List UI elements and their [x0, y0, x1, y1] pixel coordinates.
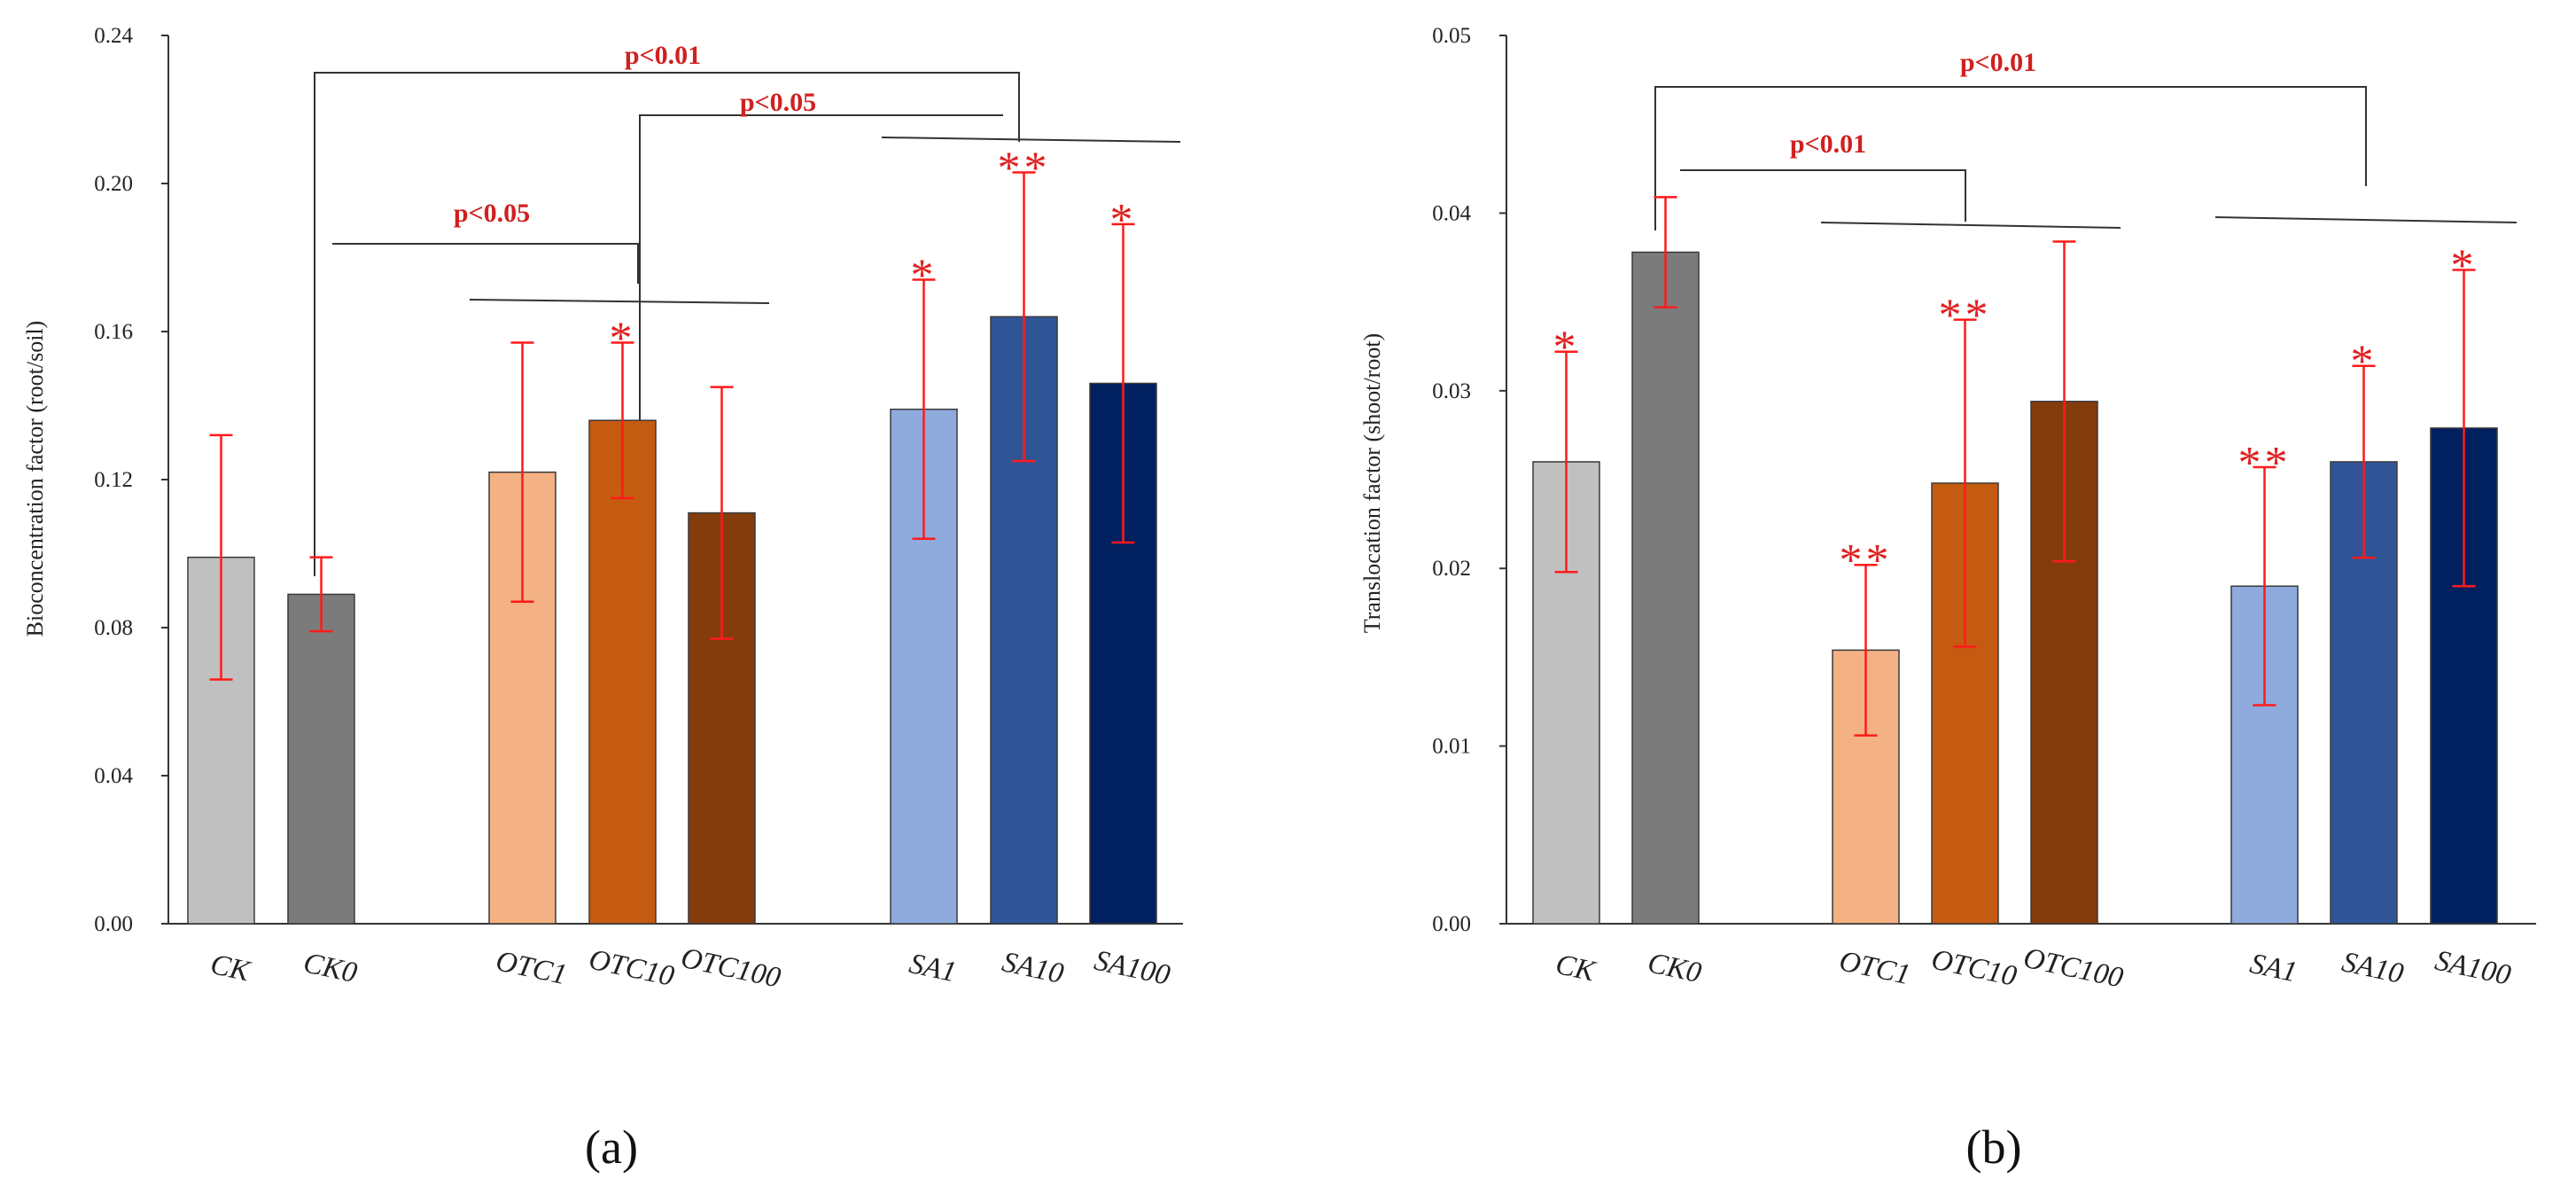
panel-b-y-tick-label: 0.03 [1432, 379, 1471, 403]
panel-b-category-label: SA100 [2432, 945, 2514, 992]
panel-b-pvalue-label: p<0.01 [1960, 48, 2036, 77]
panel-a-category-label: SA100 [1092, 945, 1173, 992]
panel-a-category-label: OTC1 [493, 945, 569, 991]
panel-a-y-tick-label: 0.04 [94, 764, 133, 788]
panel-a-significance-mark: * [610, 314, 636, 364]
panel-b-otc-group-line [1820, 222, 2121, 229]
panel-b-y-tick-label: 0.04 [1432, 201, 1471, 225]
panel-b-bracket-ck0-otc [1680, 169, 1966, 222]
panel-b-significance-mark: ** [1840, 535, 1893, 586]
panel-a-category-label: CK [207, 949, 253, 988]
panel-b-significance-mark: * [2351, 337, 2378, 387]
panel-a-bracket-ck0-otc [332, 243, 639, 284]
panel-a-y-tick-label: 0.00 [94, 912, 133, 936]
panel-a-significance-mark: * [911, 251, 938, 301]
panel-a-y-tick-label: 0.08 [94, 616, 133, 640]
panel-b-y-tick-label: 0.01 [1432, 735, 1471, 759]
panel-b-category-label: SA10 [2339, 946, 2407, 990]
panel-b-significance-mark: ** [2238, 438, 2292, 488]
panel-b-significance-mark: * [1553, 323, 1580, 373]
panel-a-bar [588, 419, 657, 925]
panel-a-category-label: OTC100 [678, 942, 783, 995]
panel-a-pvalue-label: p<0.05 [740, 88, 816, 117]
panel-b-bar [1631, 251, 1700, 925]
panel-b-category-label: OTC1 [1836, 945, 1912, 991]
panel-a-y-tick-label: 0.12 [94, 468, 133, 492]
panel-b-category-label: OTC10 [1928, 944, 2020, 994]
panel-a-label: (a) [585, 1121, 638, 1174]
panel-a-bar [287, 593, 355, 925]
panel-a-bracket-ck0-sa [314, 72, 1020, 576]
panel-a-y-tick-label: 0.16 [94, 320, 133, 344]
panel-a: Bioconcentration factor (root/soil) (a) … [22, 24, 1183, 1174]
panel-a-y-tick-label: 0.20 [94, 172, 133, 196]
panel-b-category-label: OTC100 [2020, 942, 2126, 995]
panel-a-sa-group-line [881, 137, 1181, 143]
panel-a-significance-mark: ** [998, 143, 1051, 193]
panel-a-category-label: SA1 [907, 948, 959, 988]
panel-a-category-label: CK0 [300, 947, 360, 989]
panel-b-category-label: SA1 [2247, 948, 2300, 988]
panel-b-label: (b) [1966, 1121, 2022, 1174]
panel-a-y-label: Bioconcentration factor (root/soil) [22, 321, 48, 637]
panel-b-category-label: CK0 [1645, 947, 1704, 989]
panel-a-pvalue-label: p<0.01 [625, 41, 701, 70]
panel-a-pvalue-label: p<0.05 [454, 199, 530, 228]
panel-a-y-tick-label: 0.24 [94, 24, 133, 48]
panel-a-category-label: OTC10 [586, 944, 677, 994]
panel-b-y-tick-label: 0.05 [1432, 24, 1471, 48]
panel-b-category-label: CK [1553, 949, 1599, 988]
panel-b-significance-mark: ** [1939, 291, 1992, 341]
panel-b-y-tick-label: 0.00 [1432, 912, 1471, 936]
panel-b-pvalue-label: p<0.01 [1790, 129, 1866, 159]
panel-b-sa-group-line [2214, 216, 2518, 223]
panel-b-bracket-ck0-sa [1654, 86, 2367, 230]
panel-b: Translocation factor (shoot/root) (b) p<… [1359, 24, 2536, 1174]
panel-a-otc-group-line [469, 299, 770, 304]
panel-b-y-tick-label: 0.02 [1432, 557, 1471, 581]
panel-a-significance-mark: * [1110, 195, 1137, 246]
panel-b-significance-mark: * [2451, 241, 2478, 292]
panel-b-y-label: Translocation factor (shoot/root) [1359, 333, 1385, 633]
panel-a-bracket-otc10-sa [639, 114, 1003, 530]
panel-a-category-label: SA10 [1000, 946, 1067, 990]
